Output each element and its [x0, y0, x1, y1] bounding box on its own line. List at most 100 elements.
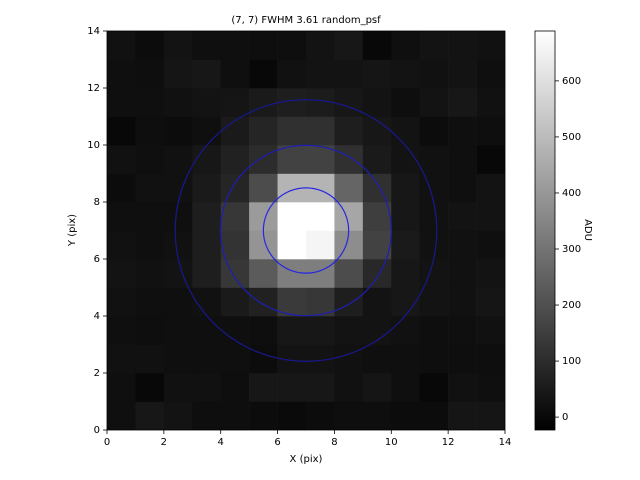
cell	[107, 373, 136, 402]
cell	[391, 373, 421, 402]
cell	[476, 401, 505, 430]
cell	[419, 173, 449, 203]
cell	[306, 230, 335, 260]
cell	[419, 316, 449, 345]
cell	[362, 401, 392, 430]
chart-title: (7, 7) FWHM 3.61 random_psf	[231, 15, 381, 26]
cell	[107, 287, 136, 317]
cell	[334, 373, 364, 402]
cell	[306, 59, 335, 89]
cell	[107, 230, 136, 260]
x-tick-label: 12	[442, 437, 455, 448]
cell	[476, 259, 505, 288]
cell	[220, 202, 250, 231]
aperture	[262, 187, 350, 274]
cell	[391, 31, 421, 60]
cell	[391, 59, 421, 89]
cell	[192, 344, 222, 374]
cell	[135, 344, 165, 374]
cell	[192, 116, 222, 146]
cell	[192, 373, 222, 402]
cell	[419, 145, 449, 174]
cell	[476, 202, 505, 231]
cell	[107, 401, 136, 430]
cell	[277, 202, 307, 231]
cell	[362, 259, 392, 288]
cell	[163, 287, 193, 317]
cell	[334, 145, 364, 174]
cell	[448, 316, 477, 345]
cell	[277, 287, 307, 317]
cell	[419, 344, 449, 374]
cell	[277, 145, 307, 174]
cell	[192, 31, 222, 60]
colorbar-tick-label: 600	[562, 76, 581, 87]
cell	[163, 59, 193, 89]
y-tick-label: 12	[87, 83, 100, 94]
heatmap	[107, 31, 505, 430]
cell	[163, 88, 193, 117]
cell	[334, 344, 364, 374]
cell	[135, 31, 165, 60]
colorbar-tick-label: 500	[562, 132, 581, 143]
cell	[306, 316, 335, 345]
apertures	[174, 99, 438, 362]
colorbar-label: ADU	[582, 219, 593, 241]
cell	[135, 373, 165, 402]
cell	[476, 373, 505, 402]
cell	[362, 202, 392, 231]
cell	[163, 31, 193, 60]
cell	[135, 145, 165, 174]
cell	[220, 401, 250, 430]
colorbar-tick-label: 200	[562, 300, 581, 311]
x-tick-label: 14	[499, 437, 512, 448]
colorbar-tick-label: 100	[562, 356, 581, 367]
cell	[220, 373, 250, 402]
cell	[163, 145, 193, 174]
cell	[277, 373, 307, 402]
cell	[107, 259, 136, 288]
cell	[419, 116, 449, 146]
cell	[277, 230, 307, 260]
cell	[107, 316, 136, 345]
cell	[334, 316, 364, 345]
x-tick-label: 2	[161, 437, 167, 448]
cell	[306, 373, 335, 402]
cell	[135, 316, 165, 345]
cell	[192, 88, 222, 117]
cell	[391, 316, 421, 345]
cell	[192, 259, 222, 288]
cell	[362, 230, 392, 260]
cell	[476, 59, 505, 89]
cell	[107, 344, 136, 374]
cell	[306, 287, 335, 317]
cell	[107, 88, 136, 117]
cell	[220, 88, 250, 117]
plot-frame	[106, 30, 506, 431]
cell	[107, 116, 136, 146]
cell	[192, 401, 222, 430]
cell	[419, 287, 449, 317]
cell	[192, 202, 222, 231]
y-tick-label: 4	[94, 311, 100, 322]
cell	[362, 145, 392, 174]
cell	[107, 31, 136, 60]
cell	[249, 173, 278, 203]
cell	[476, 31, 505, 60]
cell	[334, 401, 364, 430]
x-tick-label: 6	[274, 437, 280, 448]
cell	[249, 88, 278, 117]
cell	[220, 59, 250, 89]
cell	[448, 344, 477, 374]
cell	[249, 59, 278, 89]
cell	[476, 344, 505, 374]
cell	[391, 401, 421, 430]
colorbar-tick-label: 400	[562, 188, 581, 199]
cell	[163, 344, 193, 374]
y-tick-label: 14	[87, 26, 100, 37]
cell	[249, 344, 278, 374]
cell	[192, 59, 222, 89]
cell	[334, 287, 364, 317]
cell	[220, 173, 250, 203]
cell	[306, 145, 335, 174]
